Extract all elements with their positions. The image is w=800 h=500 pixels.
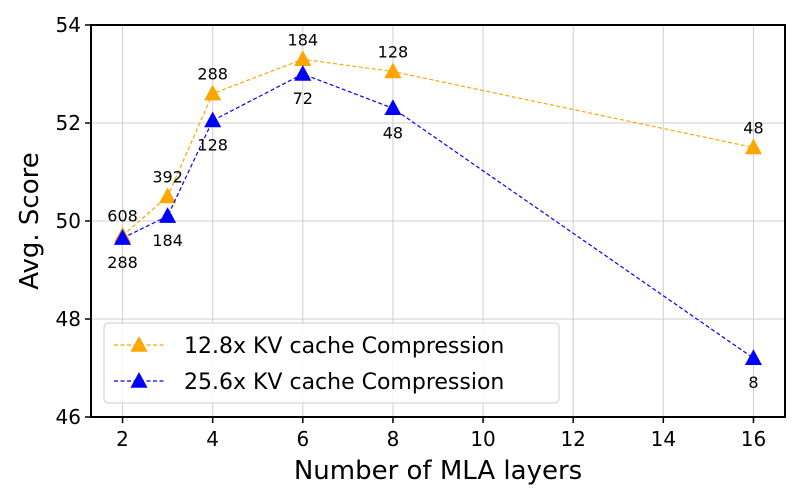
x-axis-title: Number of MLA layers <box>294 456 582 486</box>
data-point <box>159 207 177 223</box>
data-label: 72 <box>293 89 313 108</box>
y-tick-label: 48 <box>56 307 81 331</box>
legend: 12.8x KV cache Compression 25.6x KV cache… <box>103 322 560 404</box>
y-tick-label: 50 <box>56 209 81 233</box>
x-tick-label: 2 <box>116 427 129 451</box>
x-tick-label: 12 <box>560 427 585 451</box>
data-point <box>294 65 312 81</box>
legend-entry-2: 25.6x KV cache Compression <box>114 370 504 395</box>
data-label: 288 <box>107 253 138 272</box>
data-label: 128 <box>197 136 228 155</box>
data-point <box>384 62 402 79</box>
data-label: 128 <box>378 43 409 62</box>
data-point <box>204 111 222 128</box>
data-point <box>159 187 177 204</box>
data-label: 184 <box>152 231 183 250</box>
x-tick-label: 16 <box>741 427 766 451</box>
y-tick-label: 52 <box>56 111 81 135</box>
x-tick-label: 6 <box>296 427 309 451</box>
data-label: 288 <box>197 65 228 84</box>
y-tick-label: 54 <box>56 13 81 37</box>
y-tick-label: 46 <box>56 405 81 429</box>
data-point <box>744 138 763 155</box>
x-tick-label: 8 <box>387 427 400 451</box>
point-labels: 608 392 288 184 128 48 288 184 128 72 48 8 <box>107 30 763 392</box>
series-2 <box>113 65 763 365</box>
data-point <box>384 99 402 116</box>
data-label: 608 <box>107 207 138 226</box>
legend-box <box>103 322 560 404</box>
legend-marker <box>130 372 148 388</box>
data-label: 184 <box>288 30 319 49</box>
legend-marker <box>130 336 148 352</box>
data-point <box>113 229 132 245</box>
y-axis-title: Avg. Score <box>15 152 45 290</box>
data-point <box>204 84 222 101</box>
legend-label: 12.8x KV cache Compression <box>184 334 504 359</box>
data-point <box>744 349 763 365</box>
data-point <box>294 50 312 67</box>
data-label: 48 <box>743 119 763 138</box>
data-label: 48 <box>383 123 403 142</box>
x-tick-label: 14 <box>651 427 676 451</box>
legend-label: 25.6x KV cache Compression <box>184 370 504 395</box>
data-label: 392 <box>152 168 183 187</box>
series-line <box>122 73 754 359</box>
x-tick-label: 10 <box>470 427 495 451</box>
legend-entry-1: 12.8x KV cache Compression <box>114 334 504 359</box>
x-tick-label: 4 <box>206 427 219 451</box>
data-label: 8 <box>748 373 758 392</box>
series-layer <box>113 50 763 365</box>
